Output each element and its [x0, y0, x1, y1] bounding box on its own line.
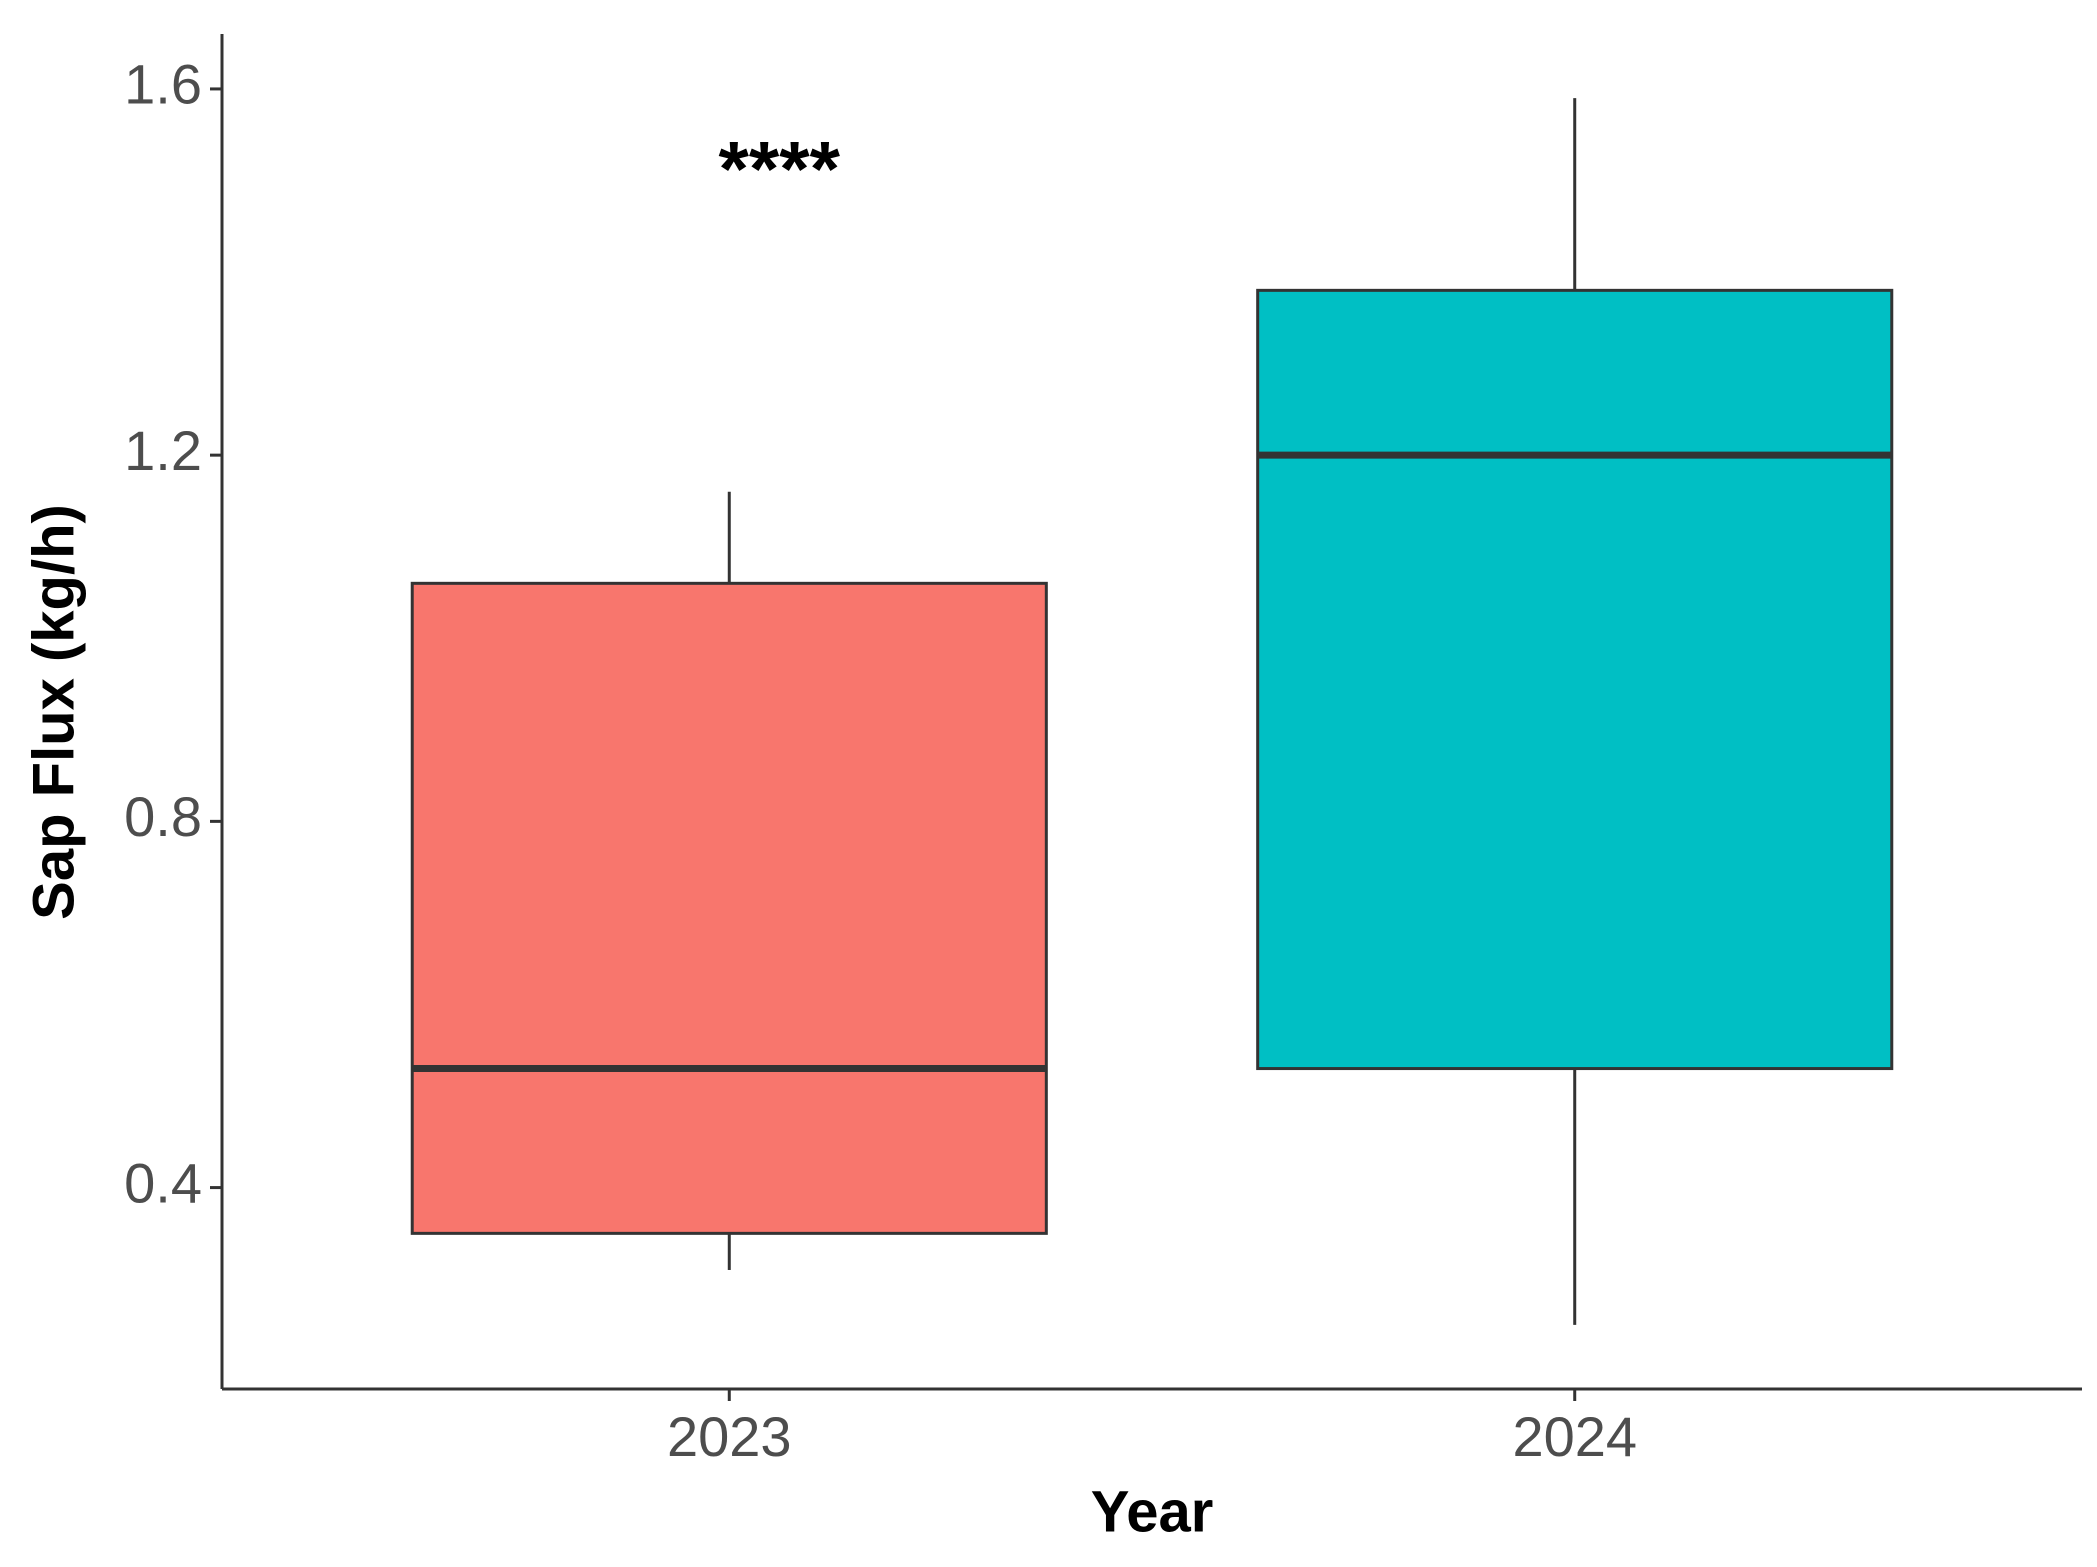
x-tick-label: 2024 [1512, 1405, 1637, 1468]
box [1256, 288, 1894, 1071]
y-tick-label: 1.2 [124, 419, 202, 482]
box [410, 581, 1048, 1235]
x-tick-label: 2023 [667, 1405, 792, 1468]
y-tick-label: 0.4 [124, 1151, 202, 1214]
y-tick-label: 1.6 [124, 53, 202, 116]
y-tick-label: 0.8 [124, 785, 202, 848]
x-axis-title: Year [1091, 1479, 1214, 1544]
significance-annotation: **** [719, 125, 841, 213]
y-axis-title: Sap Flux (kg/h) [21, 504, 86, 920]
